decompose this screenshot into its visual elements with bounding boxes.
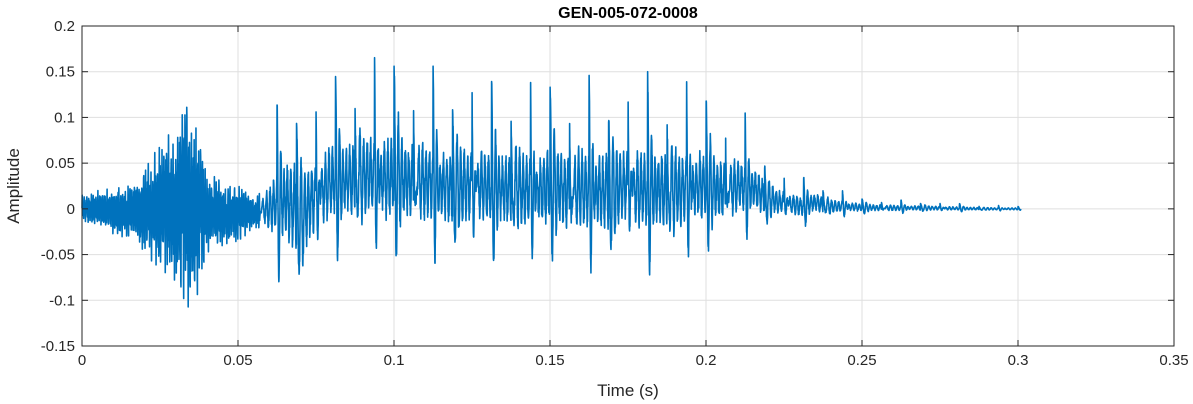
x-tick-label: 0.1: [384, 352, 405, 369]
x-tick-label: 0.35: [1159, 352, 1188, 369]
y-tick-label: 0.2: [54, 18, 75, 35]
axes-box: [81, 25, 1175, 347]
x-tick-label: 0.05: [223, 352, 252, 369]
series-layer: [81, 56, 1022, 308]
x-tick-label: 0.15: [535, 352, 564, 369]
x-tick-label: 0: [78, 352, 86, 369]
y-tick-label: -0.05: [41, 247, 75, 264]
x-tick-label: 0.25: [847, 352, 876, 369]
y-tick-label: -0.15: [41, 338, 75, 355]
x-tick-labels: 0 0.05 0.1 0.15 0.2 0.25 0.3 0.35: [78, 352, 1189, 369]
x-axis-label: Time (s): [597, 381, 659, 400]
y-tick-label: 0.05: [46, 155, 75, 172]
y-tick-labels: -0.15 -0.1 -0.05 0 0.05 0.1 0.15 0.2: [41, 18, 75, 355]
ticks: [81, 25, 1175, 347]
y-tick-label: 0.1: [54, 109, 75, 126]
y-tick-label: 0: [67, 201, 75, 218]
chart-title: GEN-005-072-0008: [558, 5, 698, 22]
x-tick-label: 0.2: [696, 352, 717, 369]
y-axis-label: Amplitude: [4, 148, 23, 224]
plot-area: [82, 26, 1174, 346]
waveform-line: [81, 56, 1022, 308]
y-tick-label: -0.1: [49, 292, 75, 309]
y-tick-label: 0.15: [46, 64, 75, 81]
x-tick-label: 0.3: [1008, 352, 1029, 369]
